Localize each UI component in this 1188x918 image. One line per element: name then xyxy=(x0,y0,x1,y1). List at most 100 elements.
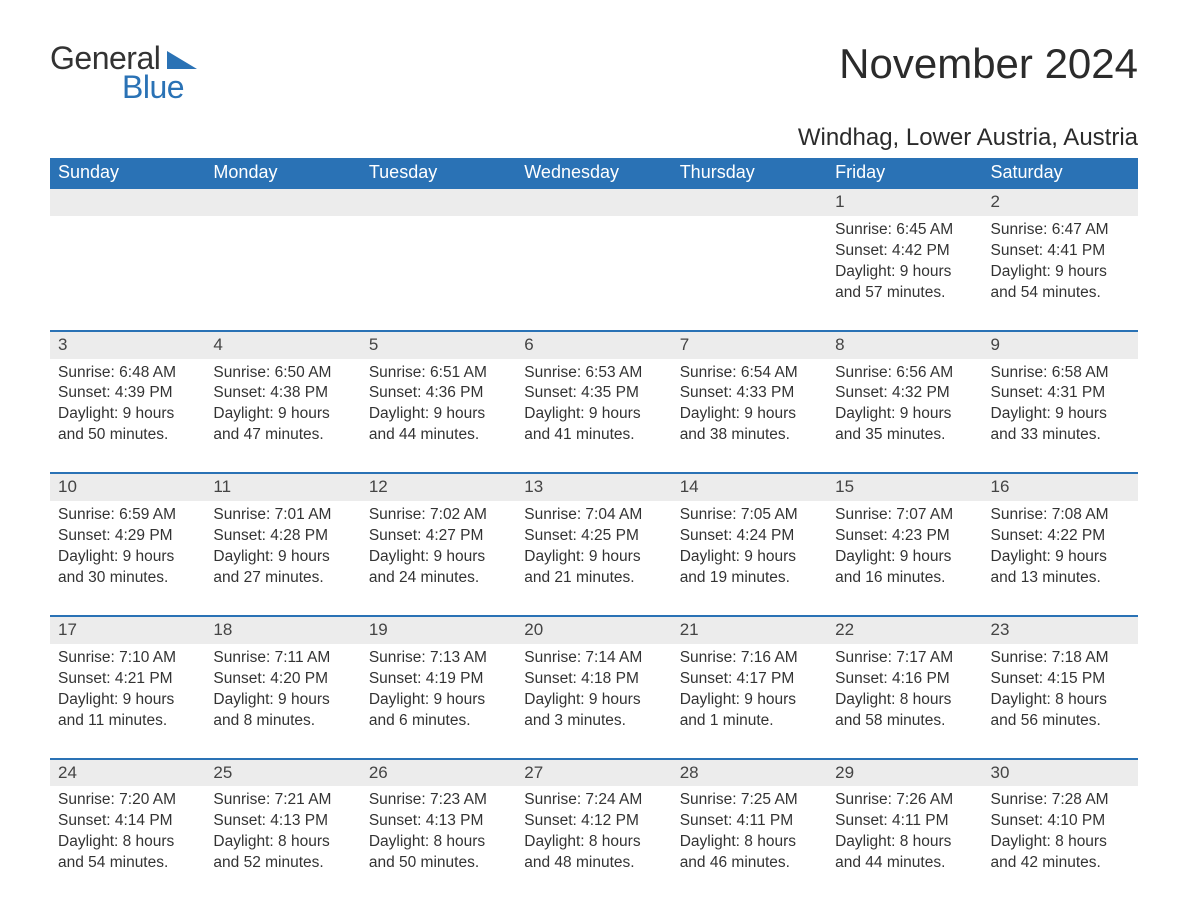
day-content-cell: Sunrise: 7:17 AMSunset: 4:16 PMDaylight:… xyxy=(827,644,982,759)
weekday-header-row: SundayMondayTuesdayWednesdayThursdayFrid… xyxy=(50,158,1138,188)
day-d1: Daylight: 9 hours xyxy=(58,547,197,568)
day-number-cell: 30 xyxy=(983,759,1138,787)
day-d1: Daylight: 9 hours xyxy=(991,404,1130,425)
weekday-header: Friday xyxy=(827,158,982,188)
day-d1: Daylight: 9 hours xyxy=(680,690,819,711)
day-sunrise: Sunrise: 7:07 AM xyxy=(835,505,974,526)
day-sunset: Sunset: 4:39 PM xyxy=(58,383,197,404)
day-sunset: Sunset: 4:23 PM xyxy=(835,526,974,547)
day-content-cell xyxy=(672,216,827,331)
weekday-header: Monday xyxy=(205,158,360,188)
day-d2: and 8 minutes. xyxy=(213,711,352,732)
day-content-cell: Sunrise: 7:20 AMSunset: 4:14 PMDaylight:… xyxy=(50,786,205,900)
content-row: Sunrise: 7:10 AMSunset: 4:21 PMDaylight:… xyxy=(50,644,1138,759)
day-number-cell: 23 xyxy=(983,616,1138,644)
day-sunrise: Sunrise: 7:02 AM xyxy=(369,505,508,526)
day-d2: and 21 minutes. xyxy=(524,568,663,589)
day-sunset: Sunset: 4:33 PM xyxy=(680,383,819,404)
logo: General Blue xyxy=(50,40,197,106)
day-sunrise: Sunrise: 7:24 AM xyxy=(524,790,663,811)
day-content-cell: Sunrise: 7:21 AMSunset: 4:13 PMDaylight:… xyxy=(205,786,360,900)
day-content-cell: Sunrise: 6:51 AMSunset: 4:36 PMDaylight:… xyxy=(361,359,516,474)
day-d1: Daylight: 9 hours xyxy=(991,547,1130,568)
day-sunrise: Sunrise: 7:11 AM xyxy=(213,648,352,669)
day-d1: Daylight: 9 hours xyxy=(524,404,663,425)
day-sunset: Sunset: 4:35 PM xyxy=(524,383,663,404)
day-d2: and 58 minutes. xyxy=(835,711,974,732)
day-sunset: Sunset: 4:14 PM xyxy=(58,811,197,832)
day-d2: and 46 minutes. xyxy=(680,853,819,874)
day-d1: Daylight: 9 hours xyxy=(991,262,1130,283)
day-d1: Daylight: 9 hours xyxy=(835,404,974,425)
day-content-cell: Sunrise: 7:13 AMSunset: 4:19 PMDaylight:… xyxy=(361,644,516,759)
day-sunset: Sunset: 4:10 PM xyxy=(991,811,1130,832)
day-d2: and 50 minutes. xyxy=(369,853,508,874)
day-sunrise: Sunrise: 7:08 AM xyxy=(991,505,1130,526)
day-d2: and 30 minutes. xyxy=(58,568,197,589)
day-number-cell: 12 xyxy=(361,473,516,501)
day-d1: Daylight: 9 hours xyxy=(213,404,352,425)
day-sunrise: Sunrise: 7:26 AM xyxy=(835,790,974,811)
day-d2: and 56 minutes. xyxy=(991,711,1130,732)
day-d2: and 54 minutes. xyxy=(58,853,197,874)
day-number-cell: 3 xyxy=(50,331,205,359)
day-d1: Daylight: 9 hours xyxy=(369,690,508,711)
header: General Blue November 2024 xyxy=(50,40,1138,106)
day-number-cell: 1 xyxy=(827,188,982,216)
day-number-cell: 21 xyxy=(672,616,827,644)
day-d2: and 50 minutes. xyxy=(58,425,197,446)
day-d2: and 1 minute. xyxy=(680,711,819,732)
day-number-cell: 6 xyxy=(516,331,671,359)
day-sunset: Sunset: 4:18 PM xyxy=(524,669,663,690)
day-d1: Daylight: 8 hours xyxy=(835,832,974,853)
day-sunset: Sunset: 4:31 PM xyxy=(991,383,1130,404)
day-sunset: Sunset: 4:16 PM xyxy=(835,669,974,690)
day-sunset: Sunset: 4:28 PM xyxy=(213,526,352,547)
location-label: Windhag, Lower Austria, Austria xyxy=(50,124,1138,152)
day-sunrise: Sunrise: 6:54 AM xyxy=(680,363,819,384)
day-sunrise: Sunrise: 7:04 AM xyxy=(524,505,663,526)
day-number-cell: 29 xyxy=(827,759,982,787)
day-d1: Daylight: 9 hours xyxy=(58,404,197,425)
day-content-cell: Sunrise: 7:01 AMSunset: 4:28 PMDaylight:… xyxy=(205,501,360,616)
content-row: Sunrise: 6:48 AMSunset: 4:39 PMDaylight:… xyxy=(50,359,1138,474)
day-sunrise: Sunrise: 7:25 AM xyxy=(680,790,819,811)
day-d2: and 11 minutes. xyxy=(58,711,197,732)
day-d1: Daylight: 8 hours xyxy=(213,832,352,853)
day-content-cell xyxy=(205,216,360,331)
daynum-row: 10111213141516 xyxy=(50,473,1138,501)
day-sunrise: Sunrise: 7:21 AM xyxy=(213,790,352,811)
day-sunset: Sunset: 4:38 PM xyxy=(213,383,352,404)
day-sunrise: Sunrise: 6:48 AM xyxy=(58,363,197,384)
day-sunrise: Sunrise: 7:10 AM xyxy=(58,648,197,669)
day-number-cell: 13 xyxy=(516,473,671,501)
day-sunset: Sunset: 4:24 PM xyxy=(680,526,819,547)
day-number-cell: 17 xyxy=(50,616,205,644)
day-sunrise: Sunrise: 6:50 AM xyxy=(213,363,352,384)
day-content-cell: Sunrise: 7:05 AMSunset: 4:24 PMDaylight:… xyxy=(672,501,827,616)
calendar-body: 12Sunrise: 6:45 AMSunset: 4:42 PMDayligh… xyxy=(50,188,1138,900)
day-d1: Daylight: 8 hours xyxy=(58,832,197,853)
day-sunrise: Sunrise: 7:20 AM xyxy=(58,790,197,811)
day-d1: Daylight: 9 hours xyxy=(58,690,197,711)
day-number-cell: 18 xyxy=(205,616,360,644)
day-number-cell: 28 xyxy=(672,759,827,787)
day-content-cell: Sunrise: 7:18 AMSunset: 4:15 PMDaylight:… xyxy=(983,644,1138,759)
day-sunset: Sunset: 4:15 PM xyxy=(991,669,1130,690)
day-sunset: Sunset: 4:32 PM xyxy=(835,383,974,404)
day-sunset: Sunset: 4:13 PM xyxy=(213,811,352,832)
day-sunset: Sunset: 4:36 PM xyxy=(369,383,508,404)
day-content-cell: Sunrise: 6:58 AMSunset: 4:31 PMDaylight:… xyxy=(983,359,1138,474)
weekday-header: Thursday xyxy=(672,158,827,188)
day-sunrise: Sunrise: 6:45 AM xyxy=(835,220,974,241)
day-number-cell: 25 xyxy=(205,759,360,787)
day-content-cell: Sunrise: 7:16 AMSunset: 4:17 PMDaylight:… xyxy=(672,644,827,759)
day-d2: and 13 minutes. xyxy=(991,568,1130,589)
day-d1: Daylight: 9 hours xyxy=(213,547,352,568)
day-number-cell xyxy=(672,188,827,216)
day-d2: and 42 minutes. xyxy=(991,853,1130,874)
day-content-cell: Sunrise: 6:54 AMSunset: 4:33 PMDaylight:… xyxy=(672,359,827,474)
day-number-cell: 15 xyxy=(827,473,982,501)
day-sunrise: Sunrise: 6:58 AM xyxy=(991,363,1130,384)
day-sunrise: Sunrise: 7:18 AM xyxy=(991,648,1130,669)
